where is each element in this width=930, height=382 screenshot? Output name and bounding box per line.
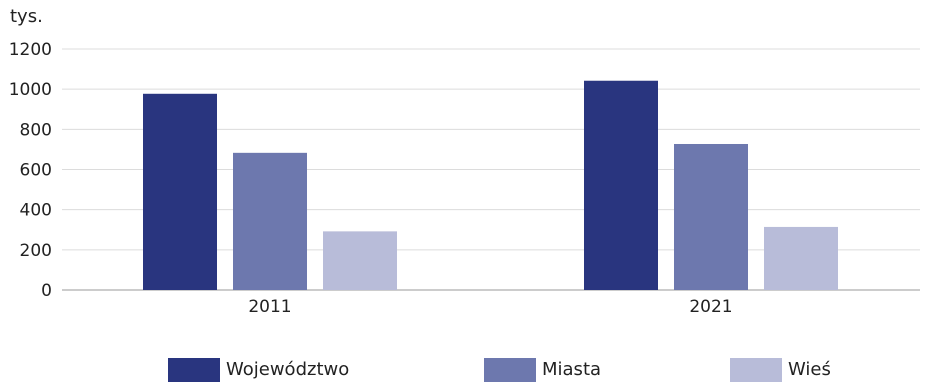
legend-item-wojewodztwo: Województwo [168,358,349,382]
y-axis-unit-label: tys. [10,6,43,27]
y-tick-label: 600 [20,161,52,181]
y-tick-label: 800 [20,120,52,140]
legend-item-miasta: Miasta [484,358,601,382]
legend: Województwo Miasta Wieś [0,358,930,382]
bar-2021-2 [764,226,838,290]
legend-label-miasta: Miasta [542,359,602,380]
y-axis-ticks: 0 200 400 600 800 1000 1200 [9,40,52,301]
y-tick-label: 400 [20,201,52,221]
y-tick-label: 1000 [9,80,52,100]
y-tick-label: 200 [20,241,52,261]
bar-2011-0 [143,93,217,291]
legend-swatch-wies [730,358,782,382]
legend-item-wies: Wieś [730,358,831,382]
bars [143,80,838,291]
y-tick-label: 0 [41,281,52,301]
legend-swatch-wojewodztwo [168,358,220,382]
x-tick-label: 2021 [689,297,732,317]
bar-2021-1 [674,143,748,290]
bar-2011-2 [323,231,397,290]
y-tick-label: 1200 [9,40,52,60]
legend-swatch-miasta [484,358,536,382]
bar-2021-0 [584,80,658,291]
x-tick-label: 2011 [248,297,291,317]
bar-2011-1 [233,152,307,290]
legend-label-wojewodztwo: Województwo [226,359,350,380]
x-axis-ticks: 2011 2021 [248,297,732,317]
legend-label-wies: Wieś [788,359,831,380]
